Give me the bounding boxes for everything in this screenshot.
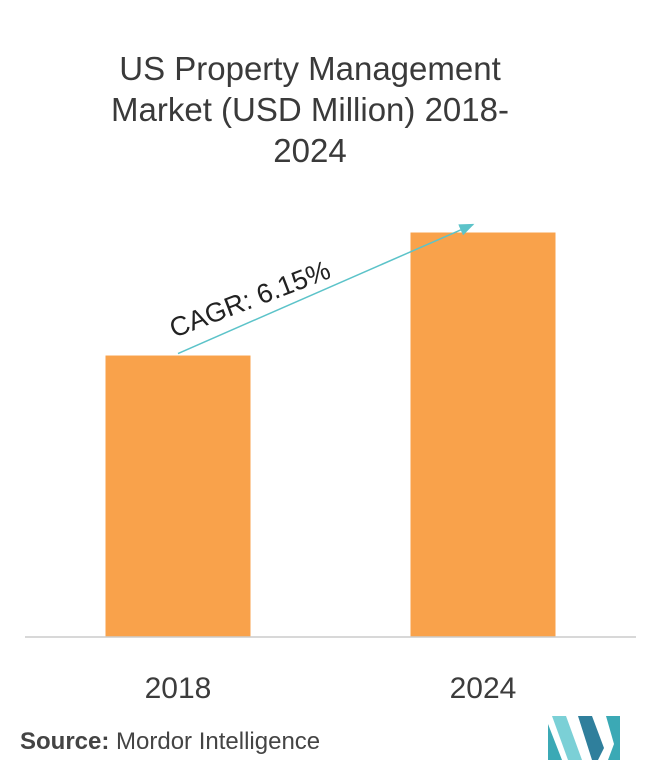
chart-title-line-1: US Property Management (119, 50, 501, 87)
source-text: Mordor Intelligence (116, 728, 321, 755)
source-note: Source: Mordor Intelligence (20, 728, 320, 756)
x-tick-label-2024: 2024 (450, 672, 517, 705)
x-tick-label-2018: 2018 (145, 672, 212, 705)
mordor-intelligence-logo-icon (548, 716, 620, 760)
bar-2024 (410, 232, 556, 637)
chart-title: US Property Management Market (USD Milli… (40, 48, 580, 171)
chart-title-line-2: Market (USD Million) 2018- (111, 91, 509, 128)
cagr-label: CAGR: 6.15% (165, 255, 334, 344)
bar-2018 (105, 355, 251, 637)
bar-chart: 2018 2024 CAGR: 6.15% (25, 223, 636, 705)
chart-title-line-3: 2024 (273, 132, 347, 169)
cagr-arrow (177, 223, 475, 355)
source-label: Source: (20, 728, 110, 755)
